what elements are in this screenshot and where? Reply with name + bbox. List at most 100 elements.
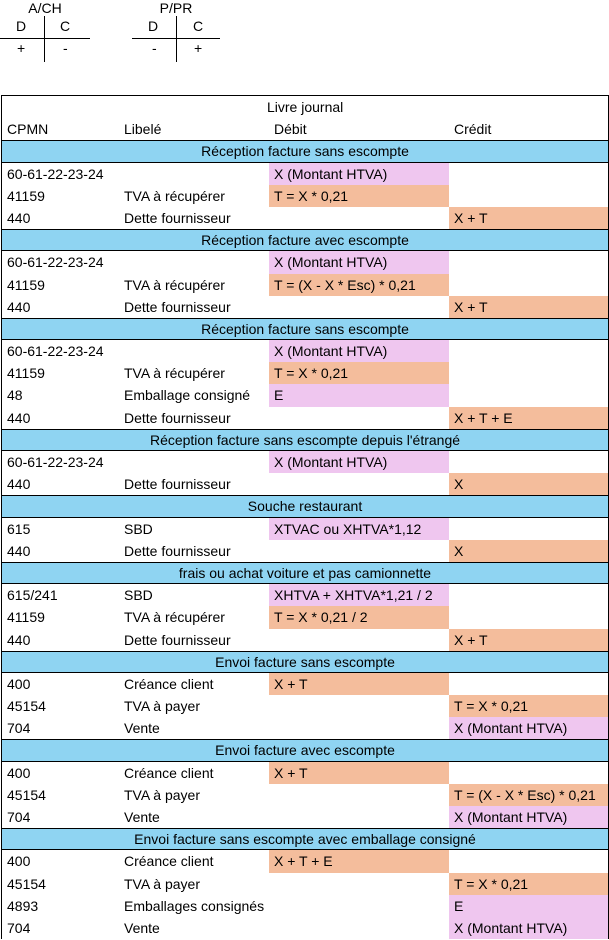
journal-row: 48 Emballage consigné E — [2, 384, 608, 407]
cell-credit: X (Montant HTVA) — [449, 717, 608, 740]
cell-cpmn: 704 — [7, 919, 31, 936]
cell-debit: X (Montant HTVA) — [269, 340, 449, 363]
cell-cpmn: 440 — [7, 542, 31, 559]
cell-cpmn: 704 — [7, 720, 31, 737]
cell-cpmn: 60-61-22-23-24 — [7, 254, 104, 271]
section-header: Souche restaurant — [2, 495, 608, 518]
journal-row: 704 Vente X (Montant HTVA) — [2, 806, 608, 829]
cell-credit — [449, 762, 608, 784]
cell-credit: T = (X - X * Esc) * 0,21 — [449, 783, 608, 806]
section-header: Réception facture sans escompte depuis l… — [2, 428, 608, 451]
cell-credit: X + T — [449, 206, 608, 230]
t-account-hline — [0, 38, 90, 39]
t-account-credit-sign: + — [194, 40, 203, 56]
journal-title: Livre journal — [267, 99, 344, 115]
cell-cpmn: 41159 — [7, 276, 45, 293]
cell-libele: TVA à récupérer — [124, 365, 225, 382]
cell-credit — [449, 362, 608, 384]
cell-debit — [269, 629, 449, 651]
cell-libele: Dette fournisseur — [124, 298, 231, 315]
cell-cpmn: 440 — [7, 298, 31, 315]
cell-credit: X (Montant HTVA) — [449, 916, 608, 940]
cell-cpmn: 440 — [7, 476, 31, 493]
cell-cpmn: 440 — [7, 209, 31, 226]
header-libele: Libelé — [124, 121, 162, 138]
cell-cpmn: 615 — [7, 520, 31, 537]
cell-cpmn: 4893 — [7, 897, 39, 914]
cell-libele: Vente — [124, 919, 160, 936]
section-header: Envoi facture sans escompte avec emballa… — [2, 828, 608, 851]
journal-row: 400 Créance client X + T — [2, 672, 608, 696]
cell-debit — [269, 695, 449, 717]
cell-debit — [269, 873, 449, 895]
journal-row: 440 Dette fournisseur X — [2, 473, 608, 496]
cell-credit: T = X * 0,21 — [449, 872, 608, 895]
cell-credit — [449, 163, 608, 185]
cell-credit — [449, 518, 608, 540]
cell-debit: X (Montant HTVA) — [269, 251, 449, 274]
cell-cpmn: 60-61-22-23-24 — [7, 343, 104, 360]
cell-debit: X + T — [269, 672, 449, 696]
journal-row: 440 Dette fournisseur X + T — [2, 628, 608, 651]
cell-libele: Emballages consignés — [124, 897, 265, 914]
journal-row: 45154 TVA à payer T = (X - X * Esc) * 0,21 — [2, 783, 608, 806]
t-account-credit-sign: - — [63, 40, 68, 56]
journal-header-row: CPMN Libelé Débit Crédit — [2, 118, 608, 140]
cell-credit: X + T — [449, 628, 608, 651]
cell-libele: Dette fournisseur — [124, 476, 231, 493]
cell-debit: T = X * 0,21 — [269, 362, 449, 385]
t-account-debit-label: D — [16, 18, 27, 34]
journal-row: 400 Créance client X + T + E — [2, 850, 608, 873]
t-account-title: P/PR — [159, 0, 193, 16]
cell-libele: Créance client — [124, 675, 214, 692]
t-account-title: A/CH — [28, 0, 62, 16]
t-account-ppr: P/PR D C - + — [132, 0, 220, 70]
cell-libele: TVA à payer — [124, 698, 201, 715]
cell-debit: T = (X - X * Esc) * 0,21 — [269, 273, 449, 296]
cell-credit: X — [449, 473, 608, 496]
journal-row: 41159 TVA à récupérer T = X * 0,21 / 2 — [2, 606, 608, 629]
journal-row: 45154 TVA à payer T = X * 0,21 — [2, 695, 608, 718]
cell-debit: X (Montant HTVA) — [269, 451, 449, 474]
cell-debit — [269, 540, 449, 562]
cell-libele: TVA à récupérer — [124, 187, 225, 204]
cell-libele: Dette fournisseur — [124, 631, 231, 648]
journal-row: 440 Dette fournisseur X + T — [2, 295, 608, 318]
journal-row: 4893 Emballages consignés E — [2, 894, 608, 917]
cell-credit: X + T — [449, 295, 608, 318]
cell-debit — [269, 407, 449, 429]
journal-body: Réception facture sans escompte 60-61-22-… — [2, 140, 608, 940]
journal-title-row: Livre journal — [2, 96, 608, 118]
cell-libele: TVA à payer — [124, 875, 201, 892]
cell-cpmn: 48 — [7, 387, 23, 404]
cell-debit: XTVAC ou XHTVA*1,12 — [269, 517, 449, 540]
cell-cpmn: 60-61-22-23-24 — [7, 165, 104, 182]
cell-debit — [269, 806, 449, 828]
cell-credit — [449, 606, 608, 628]
cell-cpmn: 45154 — [7, 786, 46, 803]
section-header: frais ou achat voiture et pas camionnett… — [2, 561, 608, 585]
journal-row: 704 Vente X (Montant HTVA) — [2, 717, 608, 740]
cell-cpmn: 400 — [7, 764, 31, 781]
header-cpmn: CPMN — [7, 121, 49, 138]
cell-credit: X (Montant HTVA) — [449, 806, 608, 829]
section-header: Réception facture avec escompte — [2, 229, 608, 252]
cell-credit — [449, 584, 608, 606]
cell-credit: X + T + E — [449, 406, 608, 429]
t-account-debit-label: D — [148, 18, 159, 34]
cell-credit — [449, 451, 608, 473]
cell-libele: TVA à récupérer — [124, 276, 225, 293]
cell-credit — [449, 384, 608, 406]
section-header: Envoi facture avec escompte — [2, 739, 608, 762]
t-account-debit-sign: - — [152, 40, 157, 56]
cell-debit: T = X * 0,21 — [269, 184, 449, 207]
journal-row: 400 Créance client X + T — [2, 761, 608, 784]
journal-row: 440 Dette fournisseur X — [2, 539, 608, 562]
cell-credit — [449, 673, 608, 695]
journal-row: 704 Vente X (Montant HTVA) — [2, 916, 608, 940]
cell-credit — [449, 185, 608, 207]
cell-libele: Vente — [124, 720, 160, 737]
cell-cpmn: 60-61-22-23-24 — [7, 454, 104, 470]
cell-debit — [269, 473, 449, 495]
journal-row: 41159 TVA à récupérer T = (X - X * Esc) * … — [2, 273, 608, 296]
